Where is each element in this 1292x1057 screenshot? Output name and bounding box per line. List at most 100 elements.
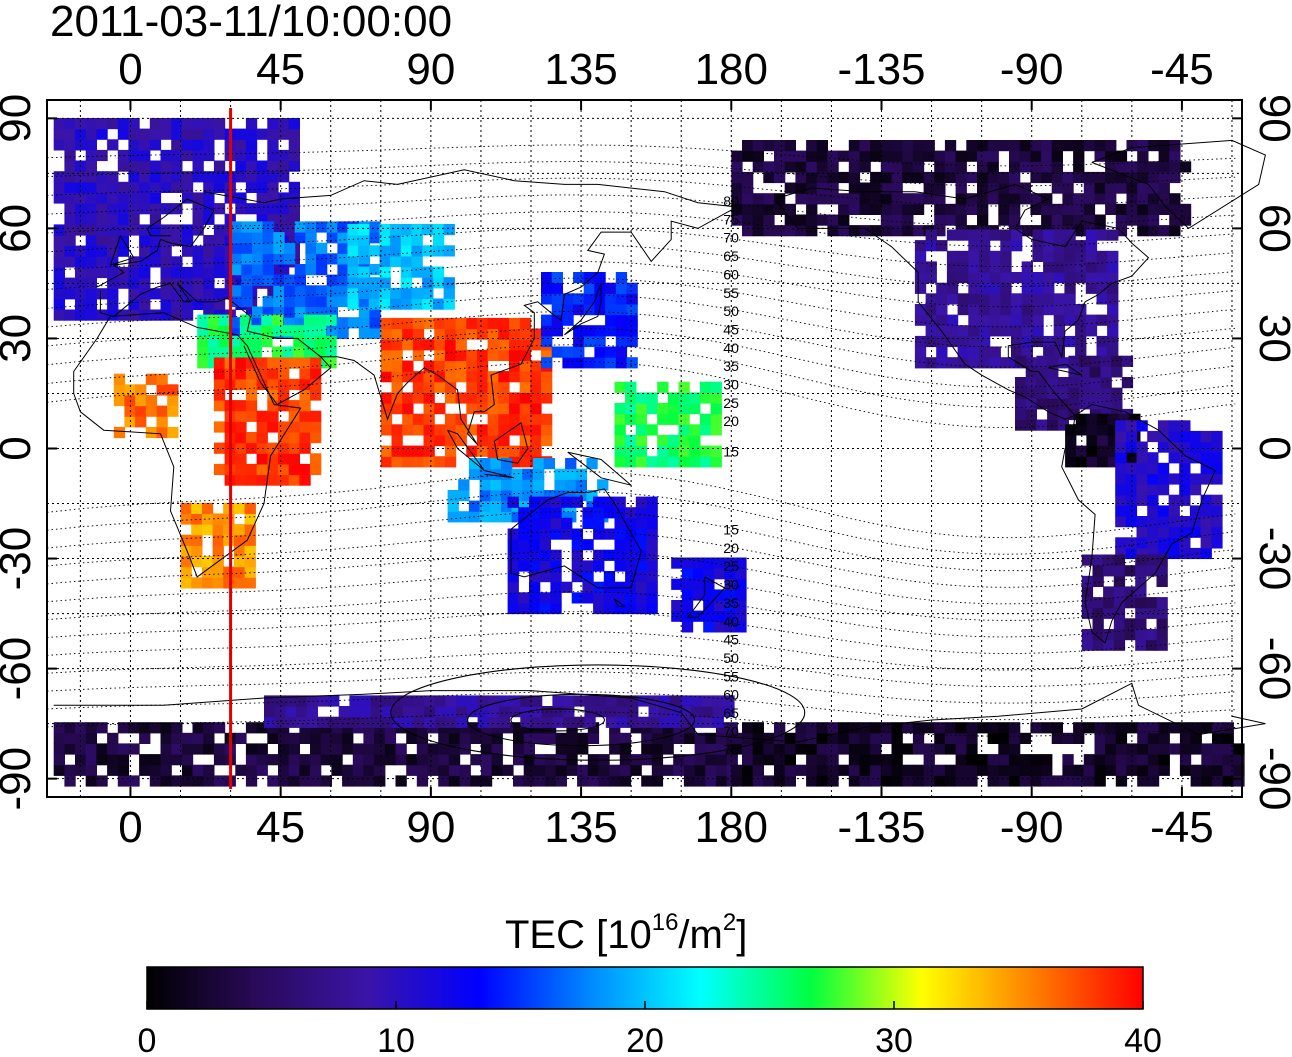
tec-pixel bbox=[534, 775, 546, 787]
tec-pixel bbox=[1064, 314, 1076, 326]
coastline-path bbox=[203, 169, 732, 207]
tec-pixel bbox=[511, 490, 523, 502]
tec-pixel bbox=[252, 242, 264, 254]
tec-pixel bbox=[562, 357, 574, 369]
tec-pixel bbox=[235, 368, 247, 380]
tec-pixel bbox=[1168, 441, 1180, 453]
tec-pixel bbox=[530, 403, 542, 415]
tec-pixel bbox=[763, 214, 775, 226]
tec-pixel bbox=[582, 592, 594, 604]
tec-pixel bbox=[724, 557, 736, 569]
tec-pixel bbox=[703, 557, 715, 569]
tec-pixel bbox=[635, 456, 648, 468]
tec-pixel bbox=[233, 524, 246, 536]
tec-pixel bbox=[1129, 413, 1141, 425]
tec-pixel bbox=[267, 160, 279, 172]
tec-pixel bbox=[1126, 754, 1138, 766]
tec-pixel bbox=[1068, 355, 1080, 367]
tec-pixel bbox=[288, 128, 300, 140]
tec-pixel bbox=[85, 277, 97, 289]
tec-pixel bbox=[1073, 150, 1085, 162]
tec-pixel bbox=[1107, 229, 1119, 241]
tec-pixel bbox=[402, 456, 414, 468]
tec-pixel bbox=[117, 192, 130, 204]
tec-pixel bbox=[545, 775, 557, 787]
tec-pixel bbox=[181, 171, 194, 183]
tec-pixel bbox=[139, 266, 151, 279]
tec-pixel bbox=[1111, 387, 1123, 399]
tec-pixel bbox=[160, 732, 172, 744]
tec-pixel bbox=[229, 335, 241, 348]
tec-pixel bbox=[1009, 193, 1021, 205]
tec-pixel bbox=[379, 298, 391, 310]
tec-pixel bbox=[181, 118, 194, 130]
tec-pixel bbox=[1211, 473, 1223, 485]
tec-pixel bbox=[562, 314, 574, 326]
tec-pixel bbox=[1041, 214, 1053, 226]
tec-pixel bbox=[710, 424, 722, 436]
tec-pixel bbox=[784, 775, 796, 787]
tec-pixel bbox=[1062, 193, 1074, 205]
tec-pixel bbox=[293, 335, 305, 348]
lon-label-bottom: 90 bbox=[406, 803, 455, 852]
tec-pixel bbox=[96, 171, 108, 183]
tec-pixel bbox=[870, 203, 882, 215]
tec-pixel bbox=[113, 394, 126, 407]
tec-pixel bbox=[160, 235, 172, 247]
tec-pixel bbox=[1068, 387, 1080, 399]
tec-pixel bbox=[902, 150, 914, 162]
tec-pixel bbox=[1115, 764, 1128, 776]
tec-pixel bbox=[171, 266, 183, 279]
tec-pixel bbox=[1169, 161, 1181, 173]
tec-pixel bbox=[902, 764, 914, 776]
tec-pixel bbox=[1043, 261, 1055, 273]
tec-pixel bbox=[523, 743, 535, 755]
tec-pixel bbox=[1158, 203, 1170, 215]
magnetic-latitude-label: 65 bbox=[723, 248, 739, 264]
tec-pixel bbox=[1156, 629, 1168, 641]
tec-pixel bbox=[593, 496, 605, 508]
tec-pixel bbox=[1107, 304, 1119, 316]
tec-pixel bbox=[946, 325, 959, 337]
tec-pixel bbox=[128, 266, 140, 279]
tec-pixel bbox=[479, 479, 491, 491]
tec-pixel bbox=[522, 490, 534, 502]
tec-pixel bbox=[299, 442, 311, 454]
tec-pixel bbox=[192, 224, 204, 236]
tec-pixel bbox=[1179, 214, 1192, 226]
tec-pixel bbox=[1115, 462, 1127, 474]
tec-pixel bbox=[1009, 732, 1021, 744]
tec-pixel bbox=[614, 403, 626, 415]
tec-pixel bbox=[1212, 722, 1224, 734]
tec-pixel bbox=[1009, 775, 1021, 787]
tec-pixel bbox=[139, 298, 151, 310]
tec-pixel bbox=[402, 339, 414, 351]
tec-pixel bbox=[784, 743, 796, 755]
tec-pixel bbox=[880, 203, 893, 215]
tec-pixel bbox=[1075, 346, 1087, 358]
tec-pixel bbox=[282, 346, 294, 358]
tec-pixel bbox=[390, 255, 402, 268]
tec-pixel bbox=[1179, 732, 1192, 744]
tec-pixel bbox=[519, 403, 531, 415]
tec-pixel bbox=[735, 621, 747, 633]
tec-pixel bbox=[213, 245, 226, 257]
tec-pixel bbox=[859, 193, 871, 205]
tec-pixel bbox=[380, 339, 393, 351]
tec-pixel bbox=[1009, 743, 1021, 755]
tec-pixel bbox=[96, 722, 108, 734]
tec-pixel bbox=[245, 171, 258, 183]
tec-pixel bbox=[1211, 430, 1223, 443]
tec-pixel bbox=[245, 309, 258, 321]
tec-pixel bbox=[412, 339, 425, 351]
tec-pixel bbox=[735, 568, 747, 580]
tec-pixel bbox=[936, 357, 948, 369]
tec-pixel bbox=[267, 139, 279, 151]
tec-pixel bbox=[530, 360, 542, 372]
tec-pixel bbox=[1157, 505, 1170, 517]
tec-pixel bbox=[1124, 565, 1136, 577]
tec-pixel bbox=[320, 732, 332, 744]
tec-pixel bbox=[529, 549, 541, 561]
tec-pixel bbox=[1000, 304, 1012, 316]
tec-pixel bbox=[646, 424, 658, 436]
